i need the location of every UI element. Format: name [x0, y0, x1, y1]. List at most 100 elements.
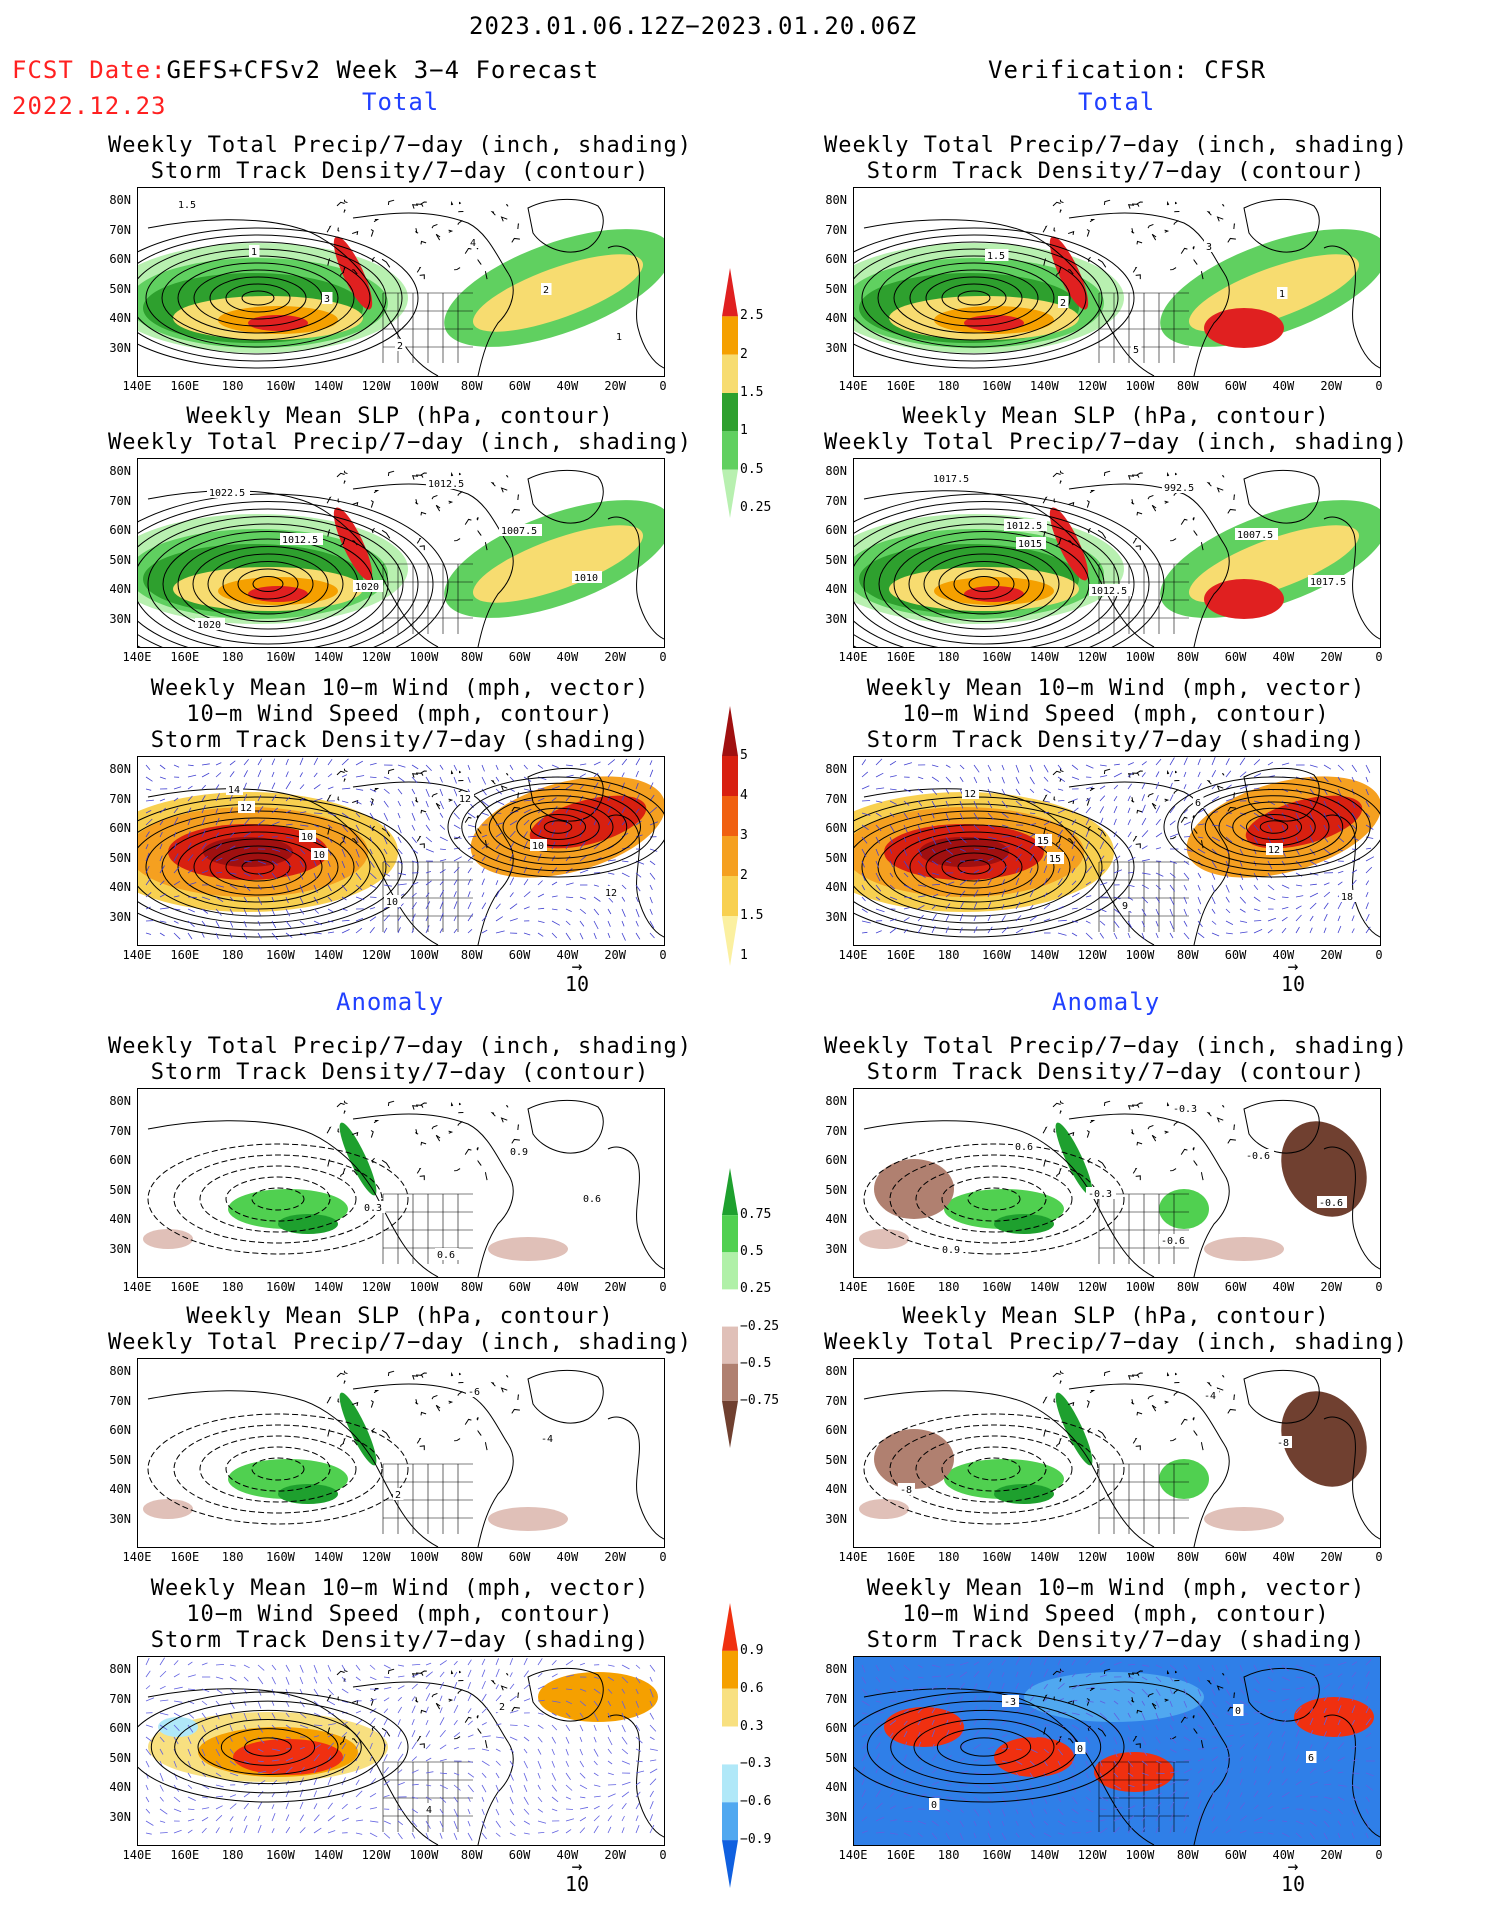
precip-anom-strong: [994, 1484, 1054, 1504]
lon-tick-label: 180: [221, 1848, 244, 1862]
vector-reference: → 10: [557, 1858, 597, 1897]
contour-label: 1: [1279, 289, 1285, 300]
lon-tick-label: 100W: [409, 948, 439, 962]
contour-label: 0.6: [437, 1250, 455, 1261]
lon-tick-label: 60W: [508, 1280, 531, 1294]
contour-label-bg: [1193, 796, 1204, 808]
colorbar-swatch: [722, 1289, 738, 1327]
lat-tick-label: 80N: [825, 193, 847, 207]
contour-label: 1012.5: [282, 535, 318, 546]
lon-tick-label: 120W: [1077, 1280, 1107, 1294]
colorbar-label: −0.5: [740, 1355, 772, 1371]
lon-tick-label: 100W: [409, 379, 439, 393]
lat-tick-label: 80N: [825, 1094, 847, 1108]
lon-tick-label: 140E: [838, 379, 868, 393]
lon-tick-label: 160W: [266, 650, 295, 664]
lon-tick-label: 120W: [1077, 1848, 1107, 1862]
state-borders: [382, 292, 473, 363]
lat-tick-label: 70N: [825, 222, 847, 237]
lon-tick-label: 60W: [508, 1550, 531, 1564]
lon-tick-label: 140W: [1029, 379, 1059, 393]
lat-tick-label: 70N: [109, 222, 131, 237]
lat-tick-label: 80N: [825, 464, 847, 478]
storm-track-max: [919, 837, 1009, 867]
lat-tick-label: 30N: [109, 611, 131, 626]
lon-tick-label: 160W: [982, 1848, 1011, 1862]
colorbar-label: 0.5: [740, 461, 764, 477]
contour-label: -0.6: [1319, 1198, 1343, 1209]
lon-tick-label: 40W: [556, 379, 579, 393]
contour-label: 2: [499, 1702, 505, 1713]
lat-tick-label: 40N: [109, 1212, 131, 1226]
lon-tick-label: 0: [1375, 650, 1383, 664]
colorbar-swatch: [722, 876, 738, 916]
contour-label: 1020: [197, 620, 221, 631]
atlantic-storm-anom: [538, 1672, 658, 1722]
lat-tick-label: 80N: [109, 1094, 131, 1108]
lat-tick-label: 70N: [109, 1691, 131, 1706]
state-borders: [382, 1193, 473, 1264]
contour-label-bg: [1047, 852, 1064, 864]
atlantic-storm-track-high: [529, 795, 647, 849]
vector-reference-value: 10: [564, 1872, 590, 1896]
lat-tick-label: 70N: [825, 493, 847, 508]
contour-label: 1017.5: [933, 474, 969, 485]
colorbar-label: 1: [740, 948, 748, 963]
contour-label: -3: [1004, 1697, 1016, 1708]
contour-label: 4: [426, 1805, 432, 1816]
lon-tick-label: 160E: [886, 1550, 916, 1564]
lat-tick-label: 30N: [825, 1241, 847, 1256]
lon-tick-label: 80W: [460, 379, 483, 393]
panel-title-line: Weekly Mean SLP (hPa, contour): [902, 404, 1330, 429]
panel-title-line: Weekly Mean SLP (hPa, contour): [186, 1304, 614, 1329]
colorbar-label: 1: [740, 423, 748, 439]
vector-reference-arrow-icon: →: [1287, 956, 1299, 977]
map-panel-ob-slp-anom: -4 -8 -8: [853, 1358, 1381, 1548]
contour-label-bg: [1162, 481, 1199, 493]
lon-tick-label: 160W: [266, 948, 295, 962]
contour-label-bg: [530, 839, 547, 851]
panel-title-line: Weekly Total Precip/7−day (inch, shading…: [823, 430, 1409, 455]
panel-title-line: 10−m Wind Speed (mph, contour): [186, 1602, 614, 1627]
map-canvas: 1.5 1 3 2 4 2 1: [138, 188, 664, 376]
lon-tick-label: 80W: [460, 948, 483, 962]
right-anomaly-label: Anomaly: [1052, 988, 1161, 1016]
colorbar-label: 0.3: [740, 1718, 764, 1734]
contour-label-bg: [195, 618, 225, 630]
lon-tick-label: 160W: [266, 1550, 295, 1564]
lon-tick-label: 140W: [313, 1550, 343, 1564]
anom-contours: [147, 1143, 409, 1255]
lat-tick-label: 50N: [825, 552, 847, 567]
colorbar-swatches: [722, 268, 738, 518]
contour-label-bg: [176, 198, 200, 210]
contour-label: 1022.5: [209, 488, 245, 499]
contour-label-bg: [1235, 528, 1278, 540]
contour-label: 3: [1206, 242, 1212, 253]
colorbar-storm-anom: 0.9 0.6 0.3 −0.3 −0.6 −0.9: [722, 1603, 792, 1888]
lat-tick-label: 30N: [825, 1511, 847, 1526]
panel-title-line: Weekly Total Precip/7−day (inch, shading…: [107, 430, 693, 455]
contour-label: 1012.5: [1006, 521, 1042, 532]
lon-tick-label: 40W: [556, 1550, 579, 1564]
lon-tick-label: 40W: [556, 650, 579, 664]
coastlines: [863, 469, 1380, 647]
lon-tick-label: 0: [1375, 379, 1383, 393]
precip-anom-strong: [278, 1484, 338, 1504]
colorbar-swatches: [722, 1168, 738, 1448]
contour-label: -0.3: [1173, 1104, 1197, 1115]
storm-anom-negative: [1024, 1672, 1204, 1722]
lat-tick-label: 60N: [109, 821, 131, 835]
contour-label-bg: [435, 1248, 459, 1260]
colorbar-label: 1.5: [740, 908, 764, 923]
wind-vectors: [145, 1657, 658, 1841]
vector-reference: → 10: [1273, 1858, 1313, 1897]
lat-tick-label: 30N: [825, 909, 847, 924]
lon-tick-label: 20W: [1320, 1550, 1343, 1564]
contour-label: 2: [395, 1490, 401, 1501]
left-total-label: Total: [362, 88, 440, 116]
lat-tick-label: 70N: [109, 1123, 131, 1138]
lon-tick-label: 20W: [1320, 948, 1343, 962]
lat-tick-label: 50N: [825, 1750, 847, 1765]
colorbar-swatch: [722, 1168, 738, 1216]
panel-title: Weekly Mean 10−m Wind (mph, vector) 10−m …: [77, 676, 723, 754]
